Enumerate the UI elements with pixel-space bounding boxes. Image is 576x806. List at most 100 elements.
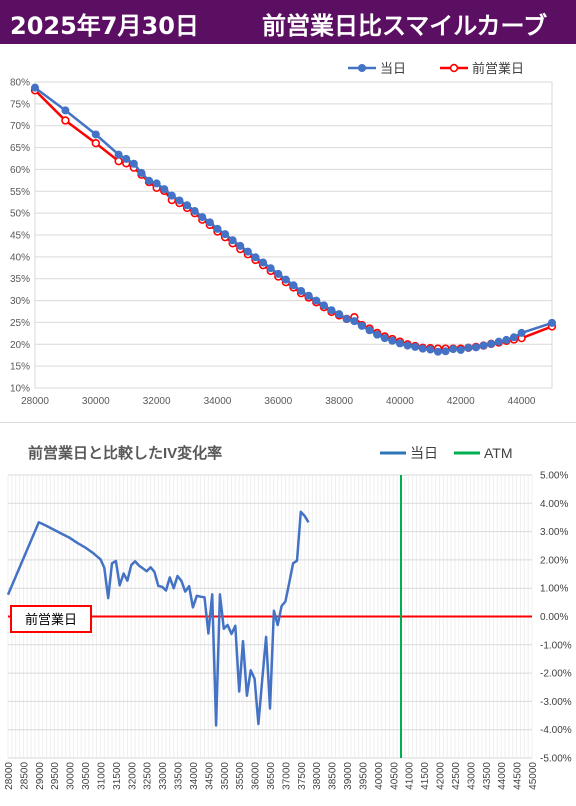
x-tick-label: 33500	[174, 762, 185, 790]
chart-divider	[0, 422, 576, 423]
x-tick-label: 34000	[204, 396, 232, 407]
x-tick-label: 30500	[81, 762, 92, 790]
data-point-today	[548, 318, 556, 327]
x-tick-label: 36000	[251, 762, 262, 790]
y-tick-label: -1.00%	[540, 640, 572, 651]
x-tick-label: 29000	[35, 762, 46, 790]
data-point-today	[91, 130, 100, 139]
smile-curve-chart: 10% 15% 20% 25% 30% 35% 40% 45% 50% 55% 60% 65% 70% 7…	[0, 44, 576, 422]
x-tick-label: 44000	[508, 396, 536, 407]
y-tick-label: 80%	[10, 78, 30, 89]
x-tick-label: 41500	[420, 762, 431, 790]
data-point-today	[456, 345, 465, 354]
x-tick-label: 32000	[143, 396, 171, 407]
data-point-today	[365, 326, 374, 335]
y-tick-label: 2.00%	[540, 555, 568, 566]
data-point-today	[190, 206, 199, 215]
data-point-today	[175, 196, 184, 205]
data-point-today	[145, 176, 154, 185]
data-point-today	[502, 335, 511, 344]
data-point-today	[289, 281, 298, 290]
data-point-today	[342, 314, 351, 323]
x-tick-label: 31500	[112, 762, 123, 790]
data-point-today	[494, 337, 503, 346]
data-point-today	[183, 201, 192, 210]
x-tick-label: 44000	[497, 762, 508, 790]
y-tick-label: 70%	[10, 121, 30, 132]
data-point-today	[312, 296, 321, 305]
data-point-today	[259, 258, 268, 267]
data-point-today	[274, 269, 283, 278]
data-point-today	[319, 301, 328, 310]
series-line-today	[34, 86, 553, 353]
data-point-today	[281, 275, 290, 284]
data-point-today	[266, 264, 275, 273]
x-tick-label: 30000	[82, 396, 110, 407]
y-tick-label: 65%	[10, 143, 30, 154]
y-tick-label: -4.00%	[540, 725, 572, 736]
x-tick-label: 34000	[189, 762, 200, 790]
data-point-today	[129, 159, 138, 168]
legend-label-prev-day: 前営業日	[472, 61, 524, 76]
data-point-today	[137, 168, 146, 177]
data-point-today	[426, 345, 435, 354]
data-point-today	[228, 236, 237, 245]
zero-line-label: 前営業日	[25, 612, 77, 627]
data-point-today	[221, 230, 230, 239]
data-point-prev-day	[114, 156, 123, 166]
x-tick-label: 37500	[297, 762, 308, 790]
y-tick-label: 4.00%	[540, 499, 568, 510]
data-point-today	[243, 247, 252, 256]
data-point-today	[167, 191, 176, 200]
x-tick-label: 38000	[312, 762, 323, 790]
y-tick-label: 55%	[10, 187, 30, 198]
y-tick-label: 15%	[10, 362, 30, 373]
x-tick-label: 40000	[374, 762, 385, 790]
legend-label-today: 当日	[380, 61, 406, 76]
report-title: 前営業日比スマイルカーブ	[262, 12, 548, 40]
x-tick-label: 34500	[204, 762, 215, 790]
data-point-today	[479, 341, 488, 350]
legend-marker-prev-day	[449, 63, 459, 73]
y-tick-label: 35%	[10, 274, 30, 285]
data-point-today	[403, 341, 412, 350]
data-point-today	[509, 333, 518, 342]
x-tick-label: 42500	[451, 762, 462, 790]
y-tick-label: 50%	[10, 209, 30, 220]
x-tick-label: 35500	[235, 762, 246, 790]
data-point-today	[449, 345, 458, 354]
x-tick-label: 29500	[50, 762, 61, 790]
data-point-today	[205, 218, 214, 227]
y-tick-label: 0.00%	[540, 612, 568, 623]
data-point-today	[327, 306, 336, 315]
data-point-today	[433, 347, 442, 356]
x-tick-label: 31000	[96, 762, 107, 790]
x-tick-label: 36000	[264, 396, 292, 407]
data-point-today	[487, 339, 496, 348]
data-point-today	[517, 328, 526, 337]
data-point-today	[31, 83, 39, 92]
data-point-today	[380, 334, 389, 343]
x-tick-label: 41000	[405, 762, 416, 790]
series-line-prev-day	[34, 89, 553, 350]
x-tick-label: 43500	[482, 762, 493, 790]
x-tick-label: 45000	[528, 762, 539, 790]
data-point-today	[297, 286, 306, 295]
data-point-today	[418, 344, 427, 353]
data-point-today	[61, 106, 70, 115]
x-tick-label: 44500	[513, 762, 524, 790]
x-tick-label: 40000	[386, 396, 414, 407]
data-point-today	[335, 310, 344, 319]
x-tick-label: 35000	[220, 762, 231, 790]
x-tick-label: 28000	[21, 396, 49, 407]
x-tick-label: 32000	[127, 762, 138, 790]
data-point-today	[213, 224, 222, 233]
x-tick-label: 43000	[466, 762, 477, 790]
y-tick-label: 10%	[10, 384, 30, 395]
data-point-today	[236, 241, 245, 250]
data-point-today	[441, 347, 450, 356]
y-tick-label: 40%	[10, 252, 30, 263]
smile-curve-svg: 10% 15% 20% 25% 30% 35% 40% 45% 50% 55% 60% 65% 70% 7…	[10, 61, 557, 407]
y-tick-label: 45%	[10, 231, 30, 242]
y-tick-label: 3.00%	[540, 527, 568, 538]
